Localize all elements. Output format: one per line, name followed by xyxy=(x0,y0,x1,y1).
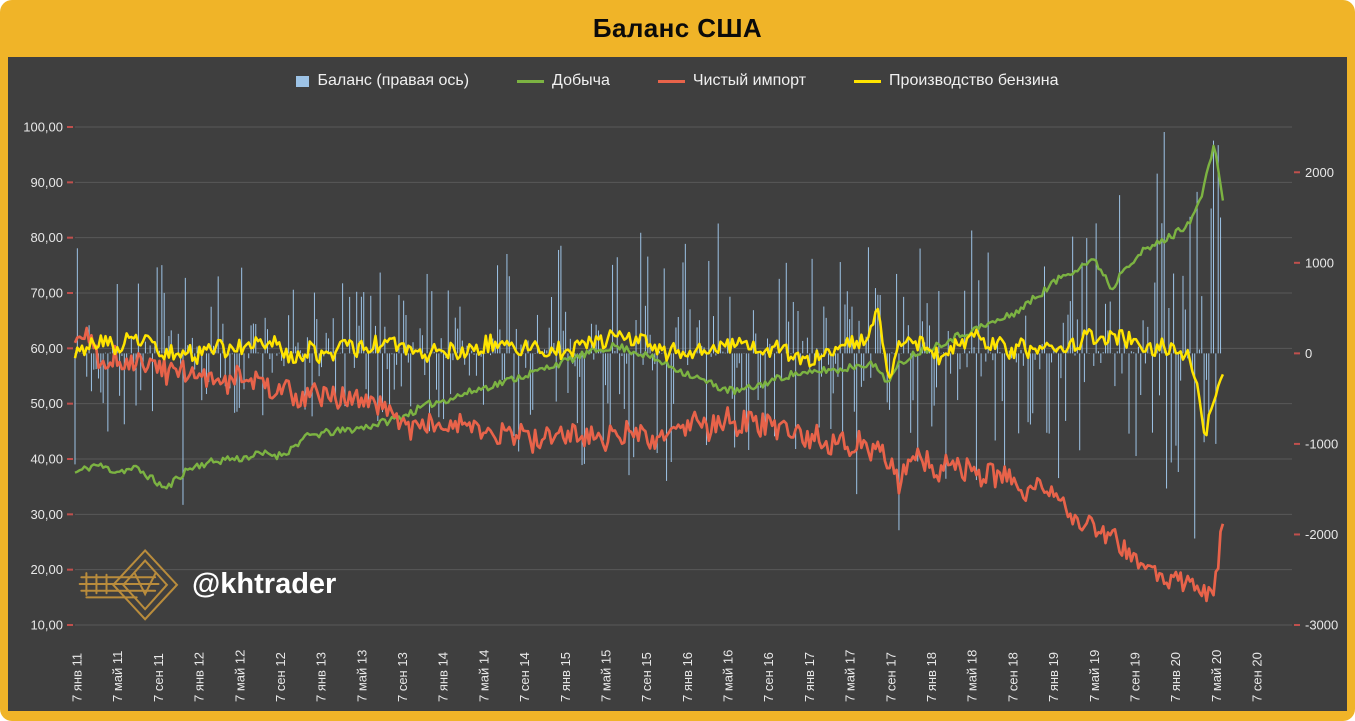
svg-text:90,00: 90,00 xyxy=(30,175,63,190)
svg-text:7 янв 20: 7 янв 20 xyxy=(1168,652,1183,702)
svg-text:7 май 15: 7 май 15 xyxy=(598,650,613,702)
svg-text:-1000: -1000 xyxy=(1305,436,1338,451)
svg-text:7 янв 17: 7 янв 17 xyxy=(802,652,817,702)
svg-text:7 сен 16: 7 сен 16 xyxy=(761,652,776,702)
svg-text:7 янв 13: 7 янв 13 xyxy=(314,652,329,702)
svg-text:7 сен 17: 7 сен 17 xyxy=(883,652,898,702)
svg-text:7 янв 19: 7 янв 19 xyxy=(1046,652,1061,702)
svg-text:100,00: 100,00 xyxy=(23,120,63,135)
svg-text:7 сен 20: 7 сен 20 xyxy=(1250,652,1265,702)
svg-text:7 май 16: 7 май 16 xyxy=(721,650,736,702)
svg-text:7 май 17: 7 май 17 xyxy=(843,650,858,702)
svg-text:7 янв 14: 7 янв 14 xyxy=(436,652,451,702)
chart-panel: Баланс (правая ось) Добыча Чистый импорт… xyxy=(8,57,1347,711)
page-title: Баланс США xyxy=(592,13,763,43)
legend-label: Чистый импорт xyxy=(692,72,807,89)
svg-text:7 май 14: 7 май 14 xyxy=(476,650,491,702)
svg-text:7 янв 18: 7 янв 18 xyxy=(924,652,939,702)
legend-item-production: Добыча xyxy=(517,72,610,90)
svg-text:20,00: 20,00 xyxy=(30,562,63,577)
production-line-marker-icon xyxy=(517,79,545,83)
svg-text:7 сен 19: 7 сен 19 xyxy=(1127,652,1142,702)
svg-text:7 май 20: 7 май 20 xyxy=(1209,650,1224,702)
svg-text:2000: 2000 xyxy=(1305,165,1334,180)
legend-label: Баланс (правая ось) xyxy=(317,72,470,89)
svg-text:7 сен 18: 7 сен 18 xyxy=(1005,652,1020,702)
svg-text:7 янв 16: 7 янв 16 xyxy=(680,652,695,702)
svg-text:-3000: -3000 xyxy=(1305,618,1338,633)
title-bar: Баланс США xyxy=(0,0,1355,57)
svg-text:7 сен 11: 7 сен 11 xyxy=(151,653,166,702)
chart-legend: Баланс (правая ось) Добыча Чистый импорт… xyxy=(8,72,1347,90)
svg-text:7 сен 14: 7 сен 14 xyxy=(517,652,532,702)
svg-text:7 янв 15: 7 янв 15 xyxy=(558,652,573,702)
watermark: @khtrader xyxy=(78,543,336,625)
svg-text:7 май 11: 7 май 11 xyxy=(110,651,125,702)
svg-text:7 янв 11: 7 янв 11 xyxy=(70,653,85,702)
svg-text:70,00: 70,00 xyxy=(30,286,63,301)
svg-text:0: 0 xyxy=(1305,346,1312,361)
watermark-handle: @khtrader xyxy=(192,567,337,600)
balance-bar-marker-icon xyxy=(296,75,310,87)
svg-text:7 сен 12: 7 сен 12 xyxy=(273,652,288,702)
svg-text:60,00: 60,00 xyxy=(30,341,63,356)
svg-text:7 май 13: 7 май 13 xyxy=(354,650,369,702)
svg-text:7 сен 13: 7 сен 13 xyxy=(395,652,410,702)
svg-text:10,00: 10,00 xyxy=(30,618,63,633)
legend-item-net-import: Чистый импорт xyxy=(657,72,807,90)
legend-item-gasoline: Производство бензина xyxy=(854,72,1059,90)
svg-text:7 май 12: 7 май 12 xyxy=(232,650,247,702)
svg-text:40,00: 40,00 xyxy=(30,452,63,467)
svg-text:30,00: 30,00 xyxy=(30,507,63,522)
svg-text:1000: 1000 xyxy=(1305,255,1334,270)
gasoline-line-marker-icon xyxy=(854,79,882,83)
svg-text:80,00: 80,00 xyxy=(30,230,63,245)
legend-item-balance: Баланс (правая ось) xyxy=(296,72,469,90)
svg-text:7 май 18: 7 май 18 xyxy=(965,650,980,702)
khtrader-logo-icon xyxy=(78,548,179,621)
net-import-line-marker-icon xyxy=(657,79,685,83)
svg-text:7 май 19: 7 май 19 xyxy=(1087,650,1102,702)
svg-text:7 янв 12: 7 янв 12 xyxy=(192,652,207,702)
svg-text:7 сен 15: 7 сен 15 xyxy=(639,652,654,702)
legend-label: Производство бензина xyxy=(889,72,1059,89)
svg-text:50,00: 50,00 xyxy=(30,396,63,411)
legend-label: Добыча xyxy=(552,72,610,89)
chart-canvas: 100,00 90,00 80,00 70,00 60,00 50,00 40,00 30,0… xyxy=(23,120,1338,703)
svg-text:-2000: -2000 xyxy=(1305,527,1338,542)
